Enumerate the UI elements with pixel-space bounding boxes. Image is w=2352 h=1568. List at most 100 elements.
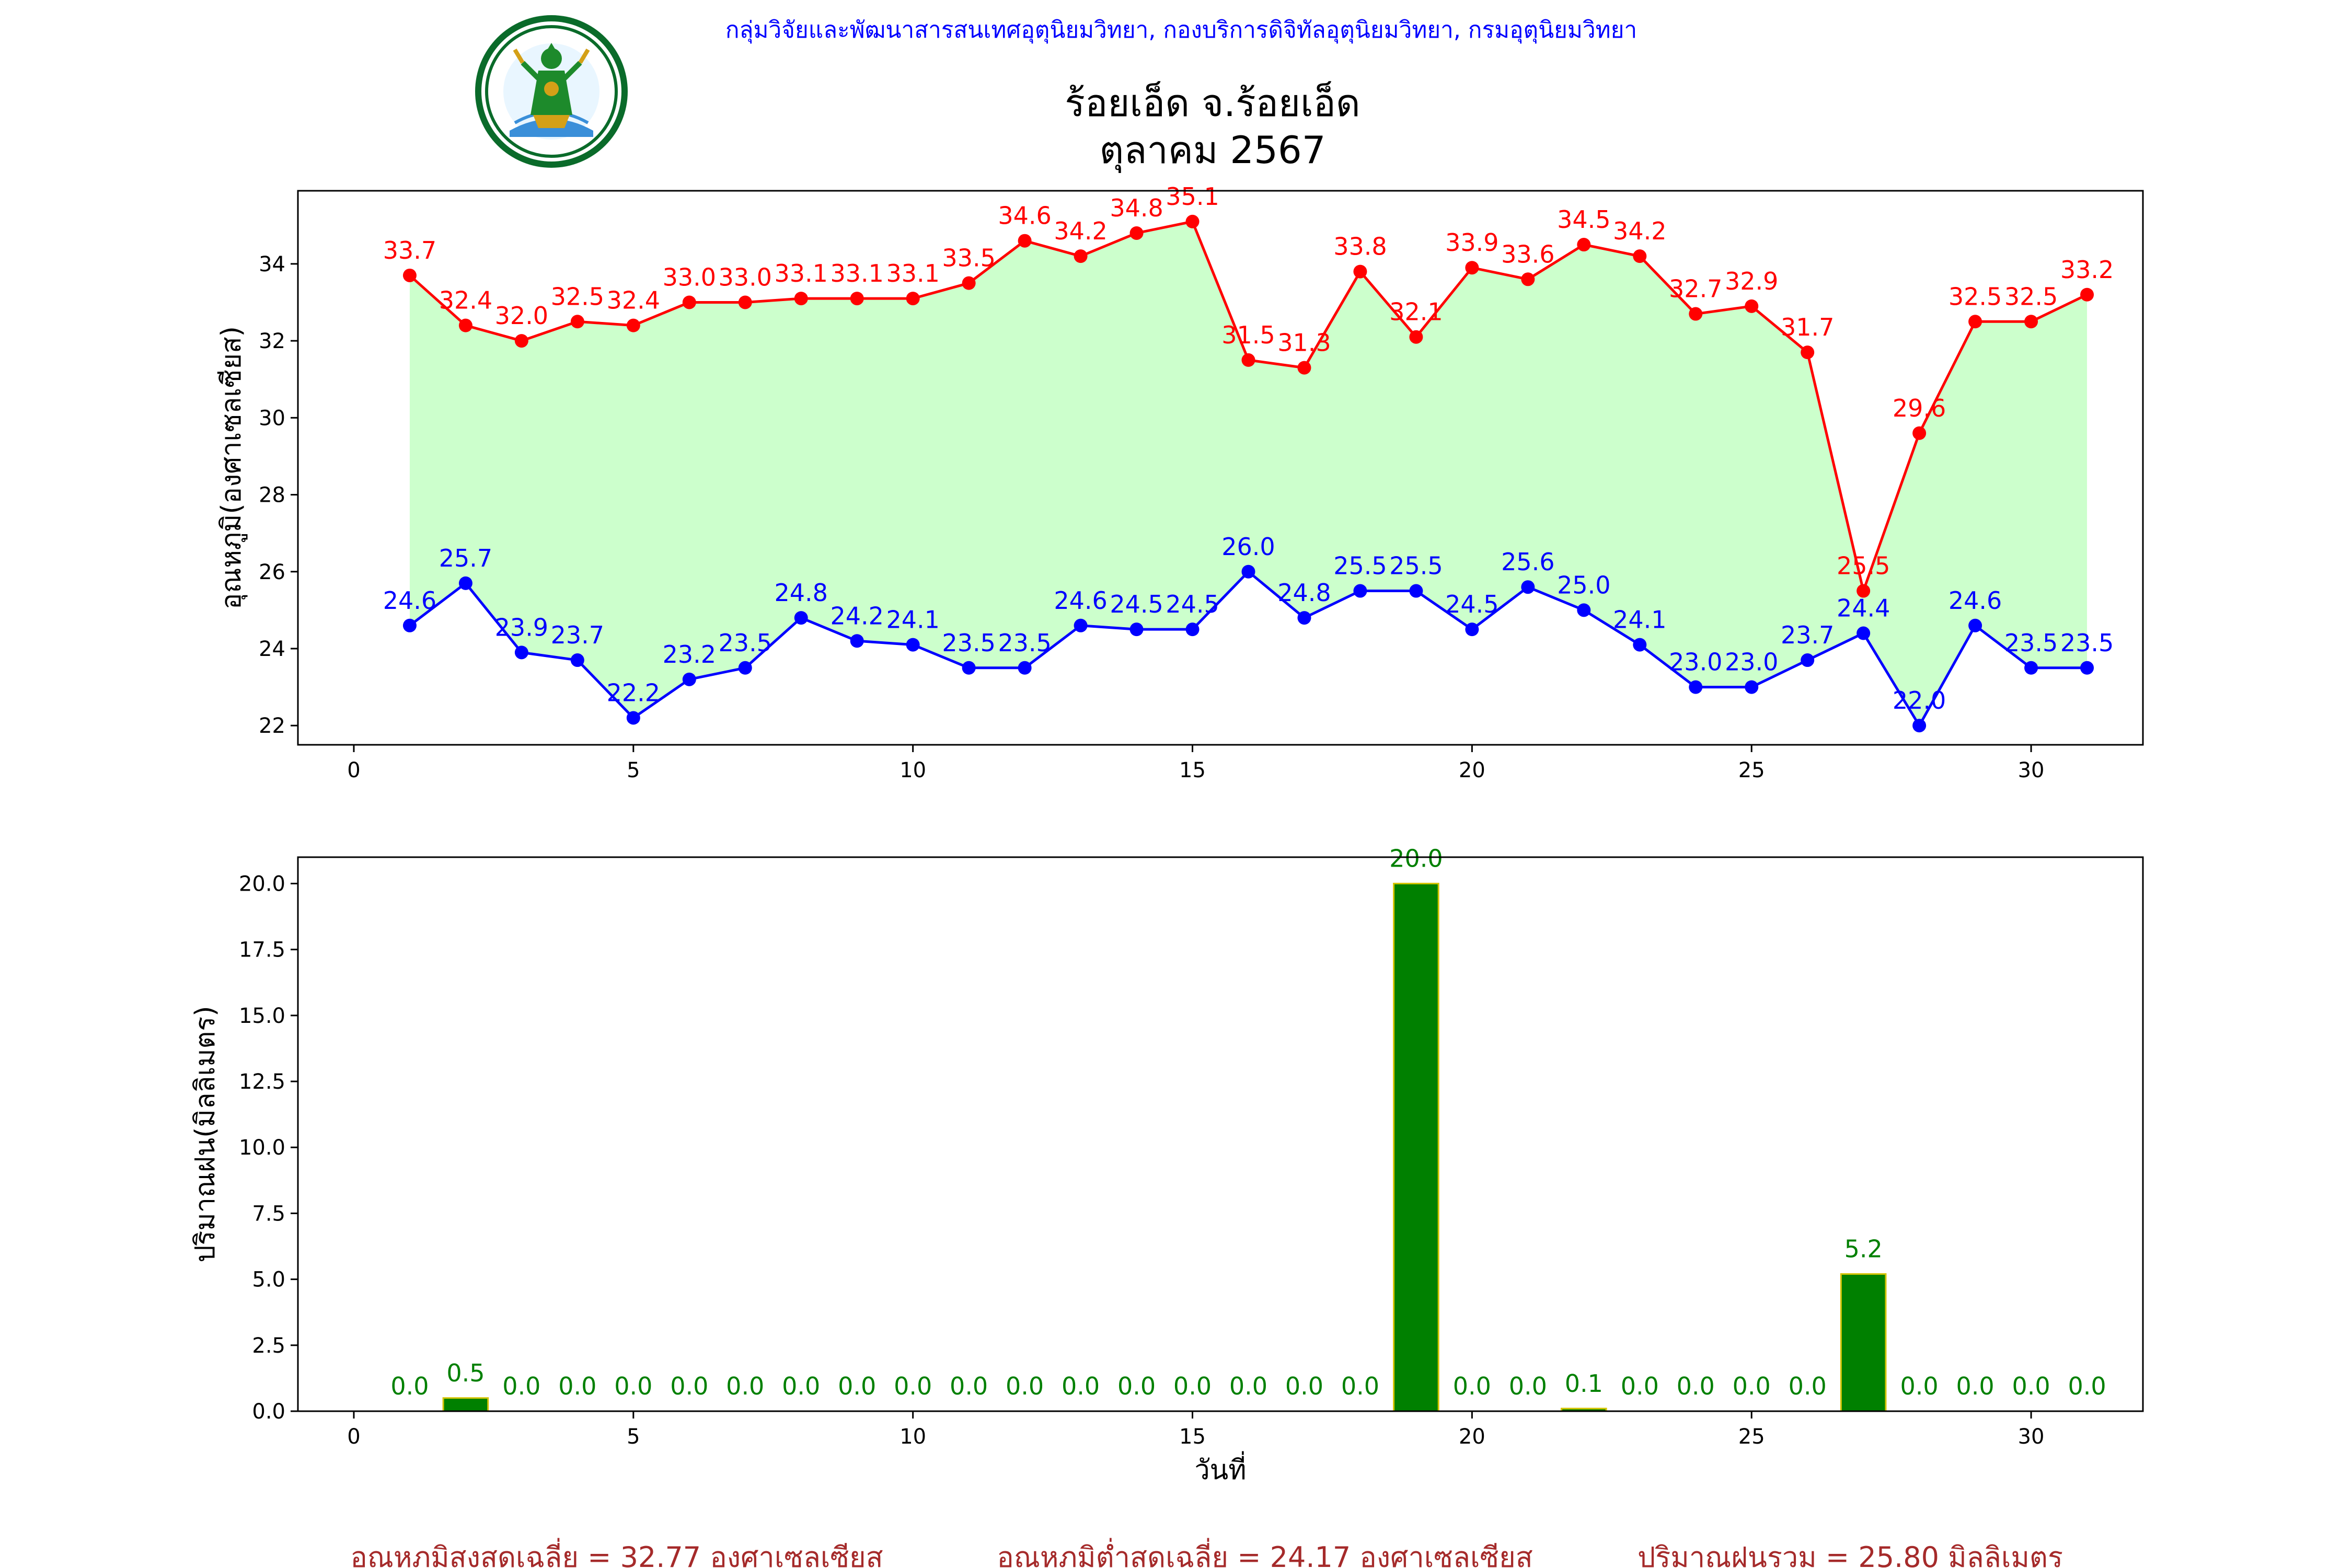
max-temperature-point <box>850 292 864 306</box>
min-temperature-point <box>1745 680 1759 694</box>
rainfall-data-label: 0.0 <box>670 1372 708 1400</box>
min-temperature-point <box>2080 661 2094 675</box>
rainfall-x-axis-label: วันที่ <box>1194 1451 1246 1486</box>
rainfall-data-label: 0.0 <box>782 1372 820 1400</box>
rainfall-data-label: 20.0 <box>1389 844 1443 872</box>
chart-title-station: ร้อยเอ็ด จ.ร้อยเอ็ด <box>1065 81 1360 125</box>
min-temperature-point <box>1912 719 1927 733</box>
max-temperature-point <box>626 318 640 332</box>
rainfall-x-tick-label: 0 <box>347 1425 360 1449</box>
min-temperature-point <box>1018 661 1032 675</box>
rainfall-y-tick-label: 0.0 <box>252 1400 285 1424</box>
min-temperature-point <box>458 576 472 590</box>
rainfall-data-label: 0.0 <box>1453 1372 1491 1400</box>
min-temperature-data-label: 24.6 <box>1949 586 2002 615</box>
max-temperature-point <box>1577 238 1591 252</box>
temperature-panel: 33.7 24.6 32.4 25.7 32.0 23.9 32.5 23.7 32.4 22.2… <box>216 182 2144 782</box>
max-temperature-data-label: 32.5 <box>2004 282 2058 310</box>
rainfall-y-tick-label: 20.0 <box>239 872 285 896</box>
rainfall-data-label: 0.0 <box>558 1372 596 1400</box>
max-temperature-point <box>794 292 808 306</box>
min-temperature-point <box>1689 680 1703 694</box>
rainfall-bar <box>442 1397 489 1412</box>
min-temperature-data-label: 23.5 <box>998 629 1051 657</box>
max-temperature-data-label: 32.4 <box>607 286 660 315</box>
max-temperature-data-label: 32.4 <box>439 286 492 315</box>
max-temperature-data-label: 32.9 <box>1725 267 1778 295</box>
avg-min-temperature-summary: อุณหภูมิต่ำสุดเฉลี่ย = 24.17 องศาเซลเซีย… <box>997 1538 1532 1568</box>
temperature-range-fill <box>409 221 2088 726</box>
rainfall-data-label: 0.0 <box>614 1372 652 1400</box>
max-temperature-point <box>682 295 696 309</box>
min-temperature-data-label: 24.1 <box>1613 606 1666 634</box>
rainfall-data-label: 0.0 <box>950 1372 988 1400</box>
min-temperature-point <box>1074 618 1088 632</box>
min-temperature-point <box>570 653 584 667</box>
temperature-y-tick-label: 32 <box>259 329 285 353</box>
max-temperature-point <box>1857 584 1871 598</box>
max-temperature-data-label: 33.8 <box>1333 233 1387 261</box>
max-temperature-data-label: 31.7 <box>1781 313 1834 341</box>
min-temperature-data-label: 23.5 <box>2004 629 2058 657</box>
max-temperature-point <box>1409 330 1423 344</box>
rainfall-y-tick-label: 5.0 <box>252 1268 285 1292</box>
rainfall-y-axis-label: ปริมาณฝน(มิลลิเมตร) <box>190 1006 221 1262</box>
rainfall-data-label: 0.0 <box>390 1372 429 1400</box>
max-temperature-point <box>1241 353 1255 367</box>
min-temperature-point <box>2024 661 2038 675</box>
min-temperature-point <box>514 645 528 660</box>
min-temperature-point <box>794 611 808 625</box>
min-temperature-data-label: 23.9 <box>495 613 548 641</box>
min-temperature-data-label: 23.0 <box>1725 648 1778 676</box>
min-temperature-point <box>1297 611 1311 625</box>
chart-title-month: ตุลาคม 2567 <box>1099 128 1325 173</box>
rainfall-x-tick-label: 20 <box>1459 1425 1485 1449</box>
rainfall-data-label: 5.2 <box>1844 1235 1883 1263</box>
max-temperature-point <box>1074 249 1088 263</box>
rainfall-data-label: 0.0 <box>1062 1372 1100 1400</box>
max-temperature-data-label: 33.6 <box>1501 240 1554 268</box>
min-temperature-data-label: 22.0 <box>1893 686 1946 714</box>
max-temperature-data-label: 31.3 <box>1277 329 1331 357</box>
min-temperature-point <box>962 661 976 675</box>
rainfall-x-tick-label: 10 <box>900 1425 926 1449</box>
temperature-y-tick-label: 24 <box>259 637 285 661</box>
min-temperature-data-label: 23.5 <box>942 629 995 657</box>
avg-max-temperature-summary: อุณหภูมิสูงสุดเฉลี่ย = 32.77 องศาเซลเซีย… <box>350 1538 883 1568</box>
rainfall-y-tick-label: 10.0 <box>239 1136 285 1160</box>
min-temperature-data-label: 23.0 <box>1669 648 1722 676</box>
max-temperature-point <box>1745 299 1759 313</box>
min-temperature-data-label: 23.5 <box>719 629 772 657</box>
min-temperature-data-label: 25.0 <box>1557 571 1610 599</box>
min-temperature-point <box>1633 638 1647 652</box>
max-temperature-data-label: 33.1 <box>886 259 939 287</box>
rainfall-data-label: 0.0 <box>1229 1372 1267 1400</box>
max-temperature-data-label: 29.6 <box>1893 394 1946 422</box>
max-temperature-data-label: 25.5 <box>1837 552 1890 580</box>
min-temperature-data-label: 22.2 <box>607 678 660 707</box>
rainfall-y-tick-label: 2.5 <box>252 1334 285 1358</box>
rainfall-bar <box>1393 882 1439 1412</box>
meteorological-department-logo <box>475 15 628 168</box>
max-temperature-data-label: 34.8 <box>1110 194 1163 222</box>
min-temperature-point <box>1353 584 1367 598</box>
rainfall-x-tick-label: 5 <box>627 1425 640 1449</box>
rainfall-data-label: 0.0 <box>1117 1372 1156 1400</box>
rainfall-data-label: 0.0 <box>1285 1372 1323 1400</box>
min-temperature-point <box>626 711 640 725</box>
org-name: กลุ่มวิจัยและพัฒนาสารสนเทศอุตุนิยมวิทยา,… <box>725 17 1637 44</box>
min-temperature-data-label: 23.7 <box>1781 621 1834 649</box>
rainfall-data-label: 0.0 <box>1341 1372 1379 1400</box>
min-temperature-data-label: 23.2 <box>663 640 716 668</box>
rainfall-x-tick-label: 25 <box>1738 1425 1765 1449</box>
total-rainfall-summary: ปริมาณฝนรวม = 25.80 มิลลิเมตร <box>1638 1541 2063 1568</box>
rainfall-data-label: 0.0 <box>726 1372 764 1400</box>
min-temperature-data-label: 24.5 <box>1166 590 1219 618</box>
rainfall-y-tick-label: 17.5 <box>239 938 285 962</box>
max-temperature-point <box>2080 287 2094 302</box>
temperature-axes-frame <box>297 190 2144 746</box>
temperature-x-tick-label: 30 <box>2018 758 2045 782</box>
max-temperature-point <box>1801 345 1815 360</box>
rainfall-data-label: 0.0 <box>1789 1372 1827 1400</box>
